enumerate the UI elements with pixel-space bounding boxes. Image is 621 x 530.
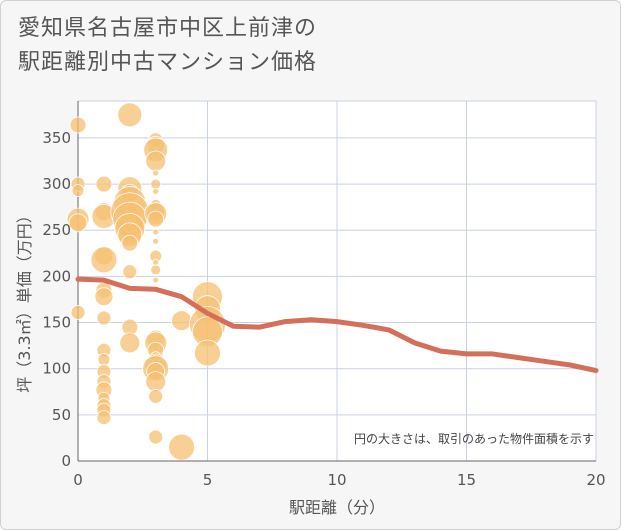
x-tick-label: 0: [73, 471, 83, 489]
bubble-point: [68, 213, 88, 233]
bubble-point: [194, 339, 221, 367]
bubble-point: [71, 184, 85, 197]
chart-title: 愛知県名古屋市中区上前津の 駅距離別中古マンション価格: [18, 12, 317, 80]
y-tick-label: 50: [52, 406, 71, 424]
y-tick-label: 350: [42, 129, 71, 147]
bubble-point: [148, 388, 164, 404]
bubble-point: [95, 175, 113, 193]
bubble-point: [96, 310, 112, 326]
bubble-point: [152, 169, 160, 177]
bubble-point: [69, 116, 87, 134]
y-tick-label: 100: [42, 360, 71, 378]
grid-lines: [77, 100, 597, 462]
bubble-point: [152, 276, 160, 284]
y-tick-label: 250: [42, 221, 71, 239]
bubble-series: [66, 102, 226, 461]
x-tick-label: 5: [203, 471, 213, 489]
x-tick-label: 15: [457, 471, 476, 489]
bubble-point: [121, 234, 139, 252]
bubble-point: [145, 371, 167, 393]
chart-title-line-1: 愛知県名古屋市中区上前津の: [18, 16, 318, 41]
bubble-point: [150, 178, 162, 190]
x-tick-labels: 0 5 10 15 20: [73, 471, 605, 489]
chart-title-line-2: 駅距離別中古マンション価格: [18, 50, 318, 75]
y-tick-label: 300: [42, 175, 71, 193]
bubble-point: [148, 429, 164, 445]
bubble-size-note: 円の大きさは、取引のあった物件面積を示す: [354, 431, 594, 446]
bubble-point: [152, 188, 160, 195]
bubble-point: [96, 410, 112, 426]
bubble-point: [117, 102, 143, 128]
y-axis-title: 坪（3.3㎡）単価（万円）: [15, 207, 34, 392]
bubble-point: [152, 237, 160, 245]
x-tick-label: 20: [586, 471, 605, 489]
y-tick-labels: 0 50 100 150 200 250 300 350: [42, 129, 71, 470]
bubble-point: [119, 332, 141, 354]
y-tick-label: 0: [61, 452, 71, 470]
bubble-point: [171, 310, 193, 332]
x-tick-label: 10: [327, 471, 346, 489]
y-tick-label: 200: [42, 267, 71, 285]
bubble-point: [150, 264, 162, 276]
bubble-point: [168, 433, 196, 461]
y-tick-label: 150: [42, 314, 71, 332]
average-price-line: [75, 276, 599, 374]
bubble-point: [145, 150, 167, 172]
bubble-point: [90, 246, 118, 274]
bubble-point: [70, 304, 86, 320]
x-axis-title: 駅距離（分）: [289, 498, 385, 517]
bubble-point: [122, 264, 138, 280]
bubble-point: [152, 228, 160, 236]
bubble-point: [94, 287, 114, 307]
bubble-point: [147, 210, 165, 228]
average-line-series: [75, 276, 599, 374]
bubble-point: [97, 353, 111, 366]
